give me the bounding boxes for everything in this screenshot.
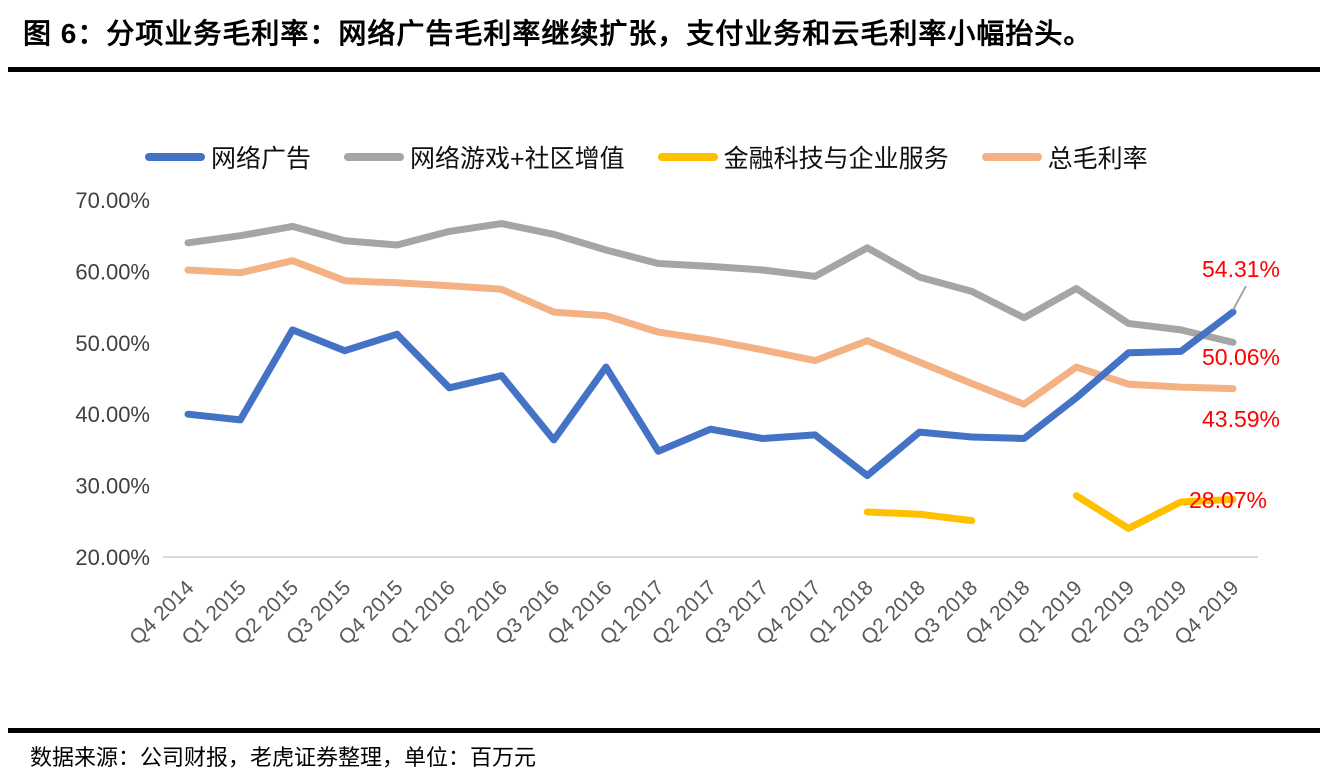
series-line-网络游戏+社区增值 xyxy=(184,220,1237,346)
y-tick-label: 30.00% xyxy=(75,474,150,499)
legend-item-网络游戏+社区增值: 网络游戏+社区增值 xyxy=(344,139,625,175)
y-tick-label: 70.00% xyxy=(75,188,150,213)
series-line-金融科技与企业服务 xyxy=(1072,492,1237,532)
legend-item-网络广告: 网络广告 xyxy=(145,139,311,175)
legend-swatch-网络广告 xyxy=(145,153,205,161)
figure-title: 图 6：分项业务毛利率：网络广告毛利率继续扩张，支付业务和云毛利率小幅抬头。 xyxy=(23,18,1093,49)
divider-bottom xyxy=(8,728,1320,733)
y-tick-label: 40.00% xyxy=(75,402,150,427)
legend-swatch-网络游戏+社区增值 xyxy=(344,153,405,161)
legend-swatch-总毛利率 xyxy=(981,153,1042,161)
end-label-总毛利率: 43.59% xyxy=(1202,406,1280,432)
legend-label: 金融科技与企业服务 xyxy=(723,145,949,173)
legend-label: 网络游戏+社区增值 xyxy=(410,145,625,173)
series-line-总毛利率 xyxy=(184,257,1237,408)
legend-item-金融科技与企业服务: 金融科技与企业服务 xyxy=(657,139,949,175)
legend-label: 网络广告 xyxy=(211,145,312,173)
legend-item-总毛利率: 总毛利率 xyxy=(981,139,1148,175)
series-line-金融科技与企业服务 xyxy=(863,508,976,525)
legend-swatch-金融科技与企业服务 xyxy=(657,153,718,161)
label-leader-line xyxy=(1232,285,1247,311)
divider-top xyxy=(8,67,1320,72)
y-tick-label: 50.00% xyxy=(75,331,150,356)
end-label-网络游戏+社区增值: 50.06% xyxy=(1202,344,1280,370)
source-note: 数据来源：公司财报，老虎证券整理，单位：百万元 xyxy=(30,745,537,770)
end-label-网络广告: 54.31% xyxy=(1202,256,1280,282)
chart-legend: 网络广告 网络游戏+社区增值 金融科技与企业服务 总毛利率 xyxy=(145,139,1148,175)
end-label-金融科技与企业服务: 28.07% xyxy=(1189,487,1267,513)
y-tick-label: 20.00% xyxy=(75,545,150,570)
legend-label: 总毛利率 xyxy=(1047,145,1148,173)
series-line-网络广告 xyxy=(184,308,1237,480)
y-tick-label: 60.00% xyxy=(75,259,150,284)
